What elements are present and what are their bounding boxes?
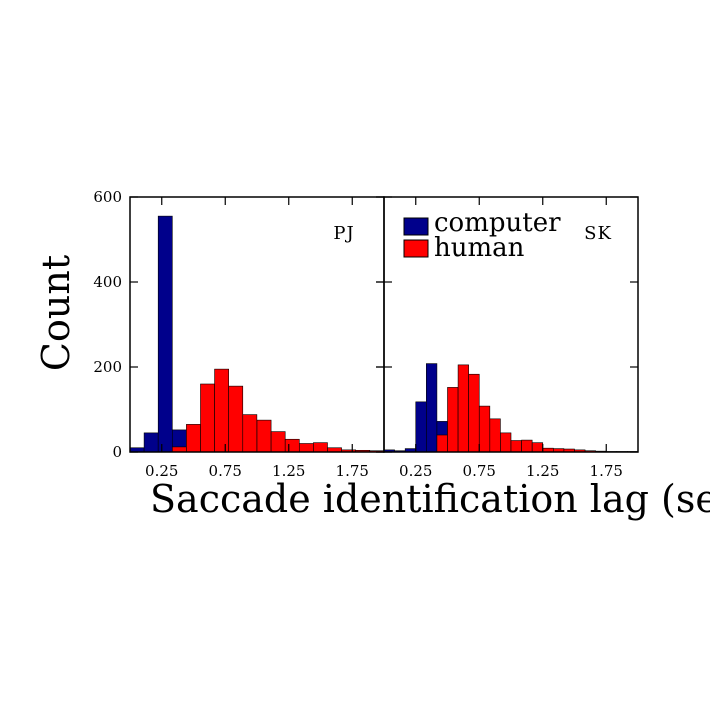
bar-computer-2 (157, 215, 173, 453)
bar-human-10 (270, 431, 286, 453)
bar-human-6 (447, 387, 459, 453)
legend: computer human (403, 208, 561, 263)
bar-human-11 (500, 432, 512, 453)
bar-human-5 (200, 383, 215, 453)
x-tick-label: 1.25 (272, 462, 305, 480)
panel-pj: 0.25 0.75 1.25 1.75 0 200 400 600 PJ (93, 188, 385, 480)
bar-human-13 (313, 442, 328, 453)
y-tick-label: 400 (93, 273, 122, 291)
bar-human-3 (171, 446, 187, 453)
panel-sk: 0.25 0.75 1.25 1.75 SK (376, 196, 639, 480)
x-tick-label: 1.75 (336, 462, 369, 480)
legend-swatch-computer (403, 217, 429, 236)
x-tick-label: 1.25 (526, 462, 559, 480)
legend-swatch-human (403, 239, 429, 258)
panel-label: SK (584, 223, 612, 244)
y-tick-label: 0 (112, 443, 122, 461)
bar-computer-1 (143, 432, 159, 453)
bar-human-9 (256, 419, 272, 453)
bar-computer-4 (426, 363, 438, 453)
bar-human-7 (228, 385, 244, 453)
bar-human-13 (521, 439, 533, 453)
legend-label-computer: computer (434, 208, 561, 238)
y-axis-label: Count (34, 255, 78, 371)
x-axis-label: Saccade identification lag (sec) (150, 477, 710, 521)
y-tick-label: 600 (93, 188, 122, 206)
bar-human-7 (457, 364, 469, 453)
bar-human-8 (242, 414, 258, 453)
plot-frame (383, 196, 639, 453)
x-tick-label: 0.25 (145, 462, 178, 480)
y-tick-label: 200 (93, 358, 122, 376)
bars (383, 363, 639, 453)
bar-human-11 (284, 438, 300, 453)
bar-human-12 (510, 440, 522, 453)
x-tick-label: 1.75 (590, 462, 623, 480)
bar-human-5 (436, 434, 448, 453)
legend-label-human: human (434, 233, 525, 263)
bar-human-8 (468, 373, 480, 453)
bar-computer-3 (415, 401, 427, 453)
bar-human-6 (214, 368, 229, 453)
x-tick-label: 0.75 (209, 462, 242, 480)
bar-human-12 (298, 443, 314, 453)
x-tick-label: 0.75 (463, 462, 496, 480)
panel-label: PJ (333, 223, 354, 244)
bar-human-10 (489, 418, 501, 453)
bar-human-4 (186, 424, 201, 453)
bar-human-9 (478, 405, 491, 453)
x-tick-label: 0.25 (399, 462, 432, 480)
bar-human-14 (531, 442, 544, 453)
bars (129, 215, 385, 453)
